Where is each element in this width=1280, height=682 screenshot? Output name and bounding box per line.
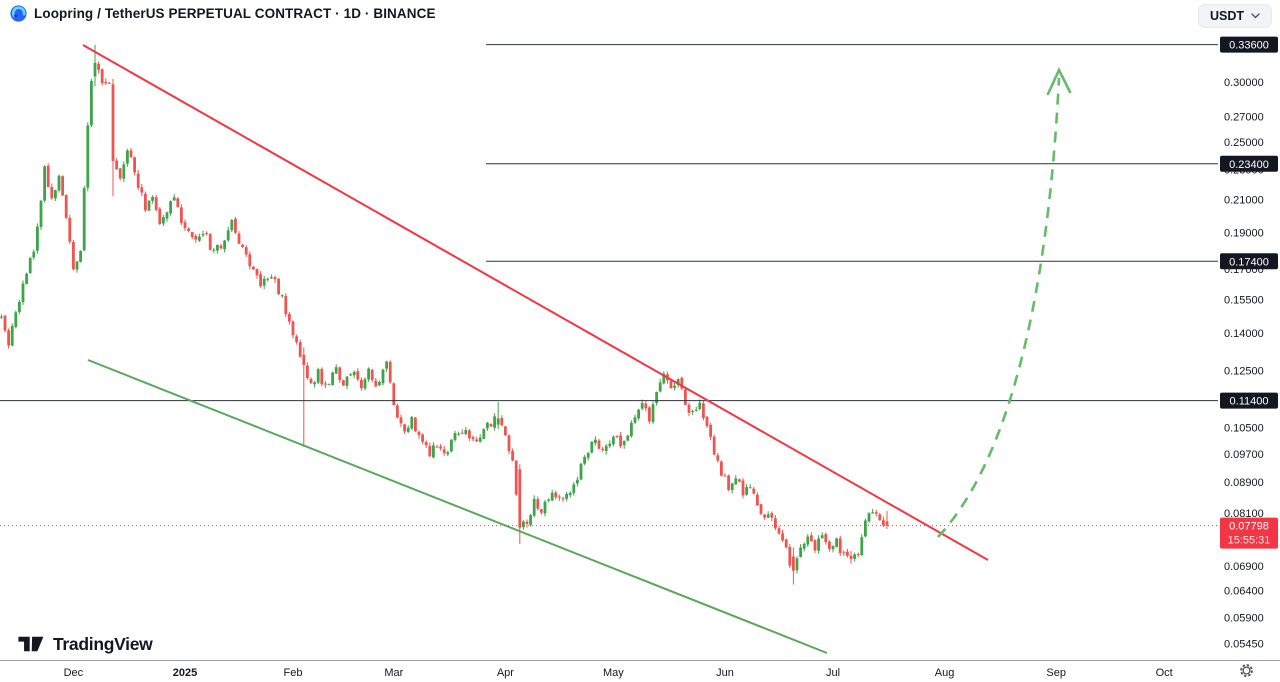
time-tick-label: 2025 (173, 667, 197, 679)
tradingview-logo-text: TradingView (53, 633, 153, 654)
time-tick-label: Sep (1046, 667, 1066, 679)
price-tick-label: 0.10500 (1224, 423, 1264, 435)
symbol-title: Loopring / TetherUS PERPETUAL CONTRACT ·… (34, 6, 436, 21)
price-tick-label: 0.05900 (1224, 613, 1264, 625)
time-tick-label: Aug (935, 667, 955, 679)
svg-text:0.23400: 0.23400 (1229, 159, 1269, 171)
projection-arrow[interactable] (937, 66, 1072, 538)
price-tick-label: 0.19000 (1224, 227, 1264, 239)
tradingview-logo[interactable]: TradingView (16, 632, 153, 656)
settings-gear-icon[interactable] (1239, 663, 1254, 682)
price-level-badge-0.33600: 0.33600 (1220, 36, 1278, 53)
current-price-badge: 0.07798 15:55:31 (1220, 517, 1278, 549)
svg-text:0.33600: 0.33600 (1229, 40, 1269, 52)
time-axis[interactable]: Dec 2025 Feb Mar Apr May Jun Jul Aug Sep Oct (64, 667, 1173, 679)
price-tick-label: 0.05450 (1224, 639, 1264, 651)
price-axis[interactable]: 0.300000.270000.250000.230000.210000.190… (1220, 36, 1278, 651)
price-level-badge-0.11400: 0.11400 (1220, 392, 1278, 409)
countdown-timer: 15:55:31 (1228, 535, 1271, 547)
price-level-badge-0.17400: 0.17400 (1220, 253, 1278, 270)
price-tick-label: 0.08900 (1224, 477, 1264, 489)
price-tick-label: 0.21000 (1224, 194, 1264, 206)
price-tick-label: 0.15500 (1224, 294, 1264, 306)
symbol-header[interactable]: Loopring / TetherUS PERPETUAL CONTRACT ·… (10, 5, 436, 22)
time-tick-label: Oct (1156, 667, 1173, 679)
price-tick-label: 0.14000 (1224, 328, 1264, 340)
price-tick-label: 0.12500 (1224, 365, 1264, 377)
price-tick-label: 0.30000 (1224, 77, 1264, 89)
time-tick-label: May (603, 667, 624, 679)
price-tick-label: 0.06900 (1224, 561, 1264, 573)
price-tick-label: 0.27000 (1224, 112, 1264, 124)
time-tick-label: Jul (826, 667, 840, 679)
time-tick-label: Dec (64, 667, 84, 679)
currency-dropdown-button[interactable]: USDT (1197, 4, 1272, 28)
price-level-badge-0.23400: 0.23400 (1220, 155, 1278, 172)
price-tick-label: 0.06400 (1224, 586, 1264, 598)
loopring-logo-icon (10, 5, 27, 22)
price-tick-label: 0.09700 (1224, 449, 1264, 461)
tradingview-logo-icon (18, 636, 44, 652)
candlesticks (0, 44, 889, 585)
current-price-label: 0.07798 (1229, 521, 1269, 533)
time-tick-label: Apr (497, 667, 514, 679)
resistance-trendline[interactable] (82, 44, 989, 561)
price-tick-label: 0.25000 (1224, 137, 1264, 149)
svg-text:0.17400: 0.17400 (1229, 256, 1269, 268)
chevron-down-icon (1251, 13, 1260, 19)
currency-label: USDT (1209, 9, 1244, 23)
svg-text:0.11400: 0.11400 (1230, 396, 1269, 408)
time-tick-label: Mar (384, 667, 403, 679)
support-trendline[interactable] (87, 359, 828, 654)
time-tick-label: Jun (716, 667, 734, 679)
time-tick-label: Feb (284, 667, 303, 679)
price-tick-label: 0.08100 (1224, 508, 1264, 520)
